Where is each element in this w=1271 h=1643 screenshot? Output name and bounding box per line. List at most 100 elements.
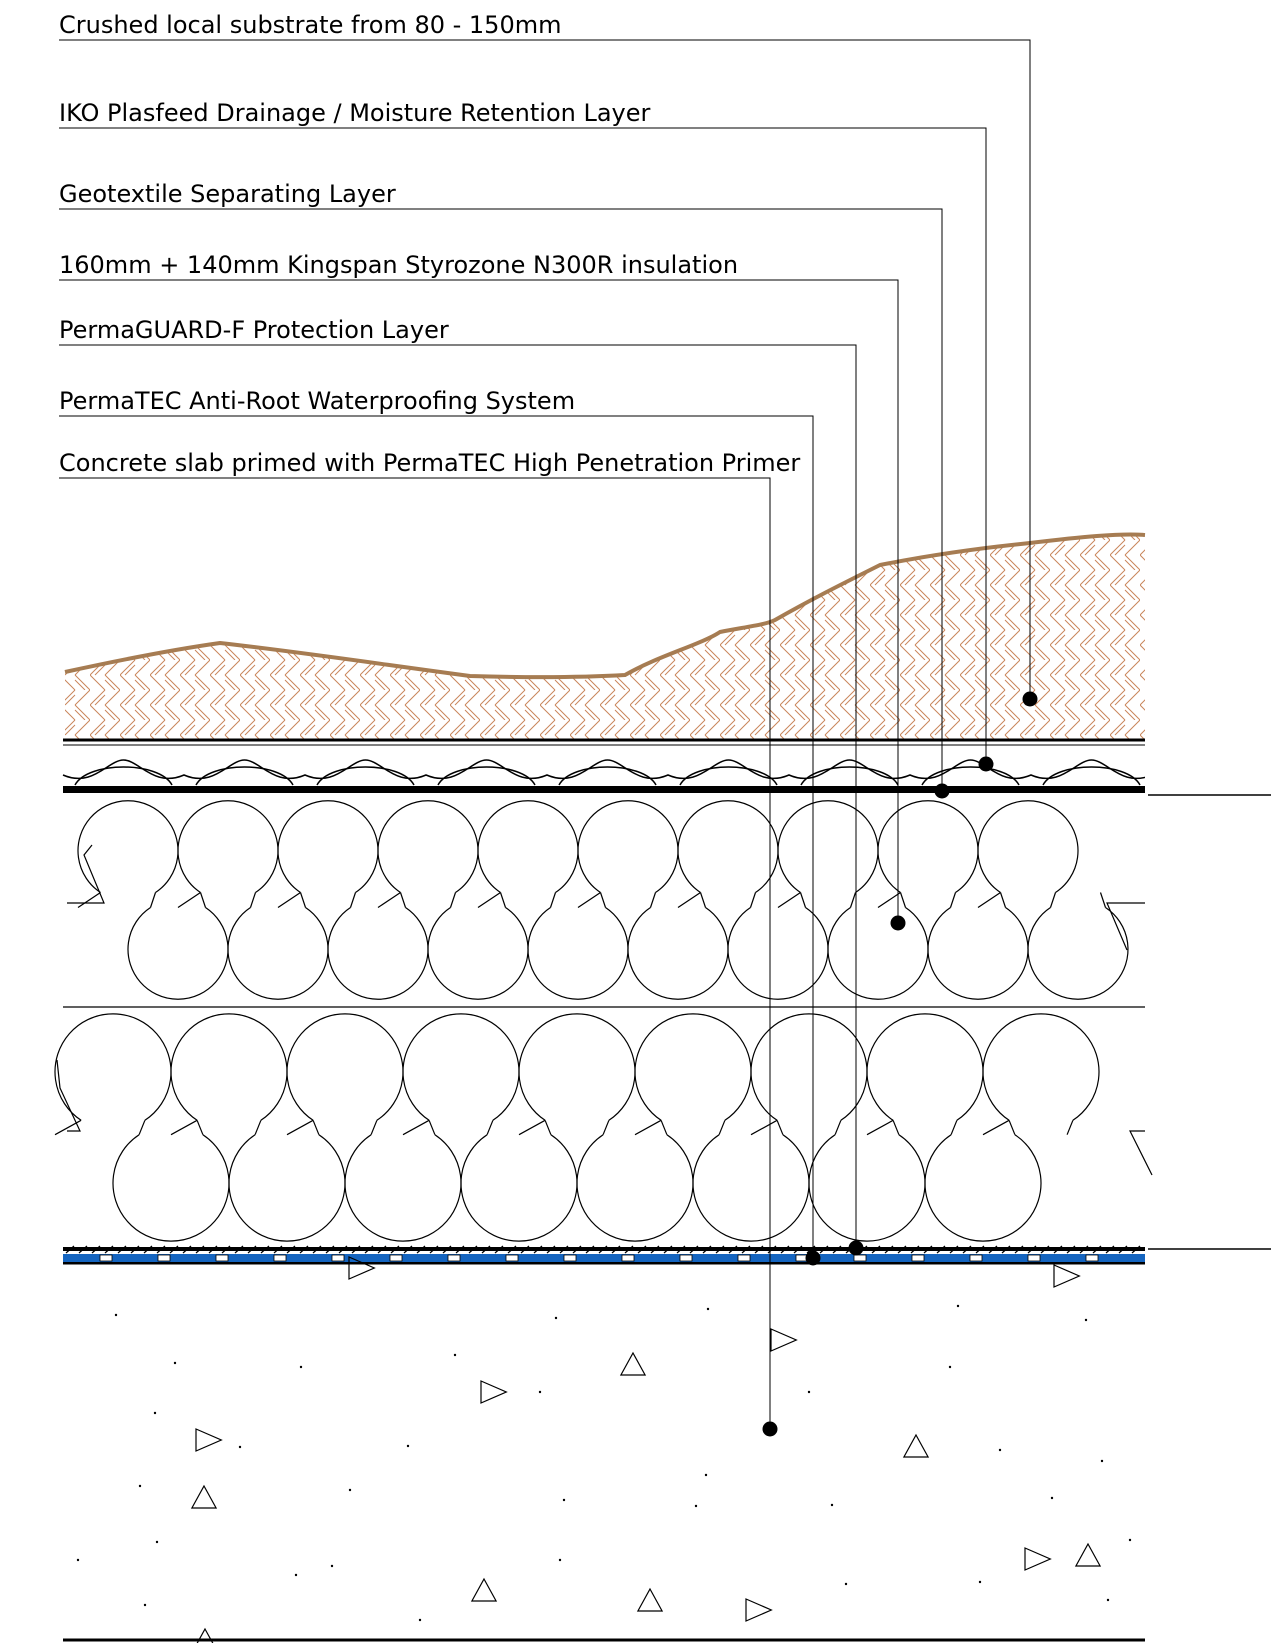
- insulation-lobe: [460, 1134, 578, 1242]
- leader-line-protection: [59, 344, 857, 1248]
- insulation-stroke: [834, 1120, 842, 1135]
- insulation-stroke: [54, 1119, 82, 1136]
- protection-hatch: [624, 1245, 634, 1254]
- protection-hatch: [936, 1245, 946, 1254]
- insulation-stroke: [249, 892, 257, 908]
- protection-hatch: [637, 1245, 647, 1254]
- concrete-speck: [299, 1365, 303, 1369]
- leader-dot-insulation: [890, 915, 906, 931]
- protection-hatch: [949, 1245, 959, 1254]
- protection-hatch: [832, 1245, 842, 1254]
- insulation-layer-bottom: [54, 1013, 1153, 1242]
- protection-hatch: [1027, 1245, 1037, 1254]
- insulation-stroke: [149, 892, 157, 908]
- insulation-stroke: [277, 892, 301, 908]
- leader-dot-waterproofing: [805, 1250, 821, 1266]
- insulation-stroke: [170, 1119, 198, 1136]
- concrete-speck: [143, 1603, 147, 1607]
- leader-dot-drainage: [978, 756, 994, 772]
- membrane-joint: [1085, 1254, 1099, 1262]
- insulation-stroke: [486, 1120, 494, 1135]
- callout-label-slab: Concrete slab primed with PermaTEC High …: [59, 449, 800, 477]
- insulation-stroke: [518, 1119, 546, 1136]
- protection-hatch: [351, 1245, 361, 1254]
- insulation-lobe: [634, 1013, 752, 1121]
- insulation-stroke: [138, 1120, 146, 1135]
- protection-hatch: [611, 1245, 621, 1254]
- protection-hatch: [715, 1245, 725, 1254]
- concrete-speck: [155, 1540, 159, 1544]
- insulation-lobe: [377, 800, 479, 894]
- insulation-lobe: [727, 906, 829, 1000]
- concrete-speck: [418, 1618, 422, 1622]
- protection-hatch: [884, 1245, 894, 1254]
- concrete-speck: [538, 1390, 542, 1394]
- protection-hatch: [962, 1245, 972, 1254]
- protection-hatch: [403, 1245, 413, 1254]
- drainage-base-line: [63, 786, 1145, 793]
- insulation-lobe: [977, 800, 1079, 894]
- insulation-stroke: [1049, 892, 1057, 908]
- aggregate-stone: [348, 1256, 376, 1280]
- insulation-lobe: [127, 906, 229, 1000]
- leader-line-insulation: [59, 279, 899, 923]
- insulation-lobe: [982, 1013, 1100, 1121]
- insulation-stroke: [660, 1120, 668, 1135]
- callout-label-drainage: IKO Plasfeed Drainage / Moisture Retenti…: [59, 99, 651, 127]
- callout-label-waterproofing: PermaTEC Anti-Root Waterproofing System: [59, 387, 575, 415]
- aggregate-stone: [636, 1587, 664, 1612]
- protection-hatch: [676, 1245, 686, 1254]
- substrate-surface-line: [64, 532, 1146, 680]
- insulation-stroke: [399, 892, 407, 908]
- aggregate-stone: [1074, 1542, 1102, 1567]
- protection-hatch: [923, 1245, 933, 1254]
- insulation-stroke: [196, 1120, 204, 1135]
- insulation-edge: [67, 844, 105, 904]
- concrete-speck: [1128, 1538, 1132, 1542]
- concrete-speck: [76, 1558, 80, 1562]
- insulation-lobe: [808, 1134, 926, 1242]
- concrete-speck: [844, 1582, 848, 1586]
- concrete-speck: [830, 1503, 834, 1507]
- callouts: Crushed local substrate from 80 - 150mm …: [59, 11, 1038, 1437]
- aggregate-stone: [770, 1328, 798, 1352]
- leader-dot-geotextile: [934, 783, 950, 799]
- concrete-speck: [1100, 1459, 1104, 1463]
- protection-hatch: [598, 1245, 608, 1254]
- callout-label-geotextile: Geotextile Separating Layer: [59, 180, 396, 208]
- leader-line-geotextile: [59, 208, 943, 790]
- protection-hatch: [234, 1245, 244, 1254]
- membrane-joint: [99, 1254, 113, 1262]
- concrete-speck: [978, 1580, 982, 1584]
- protection-hatch: [975, 1245, 985, 1254]
- geotextile-layer: [63, 738, 1145, 746]
- protection-hatch: [728, 1245, 738, 1254]
- insulation-stroke: [776, 1120, 784, 1135]
- insulation-stroke: [549, 892, 557, 908]
- callout-label-substrate: Crushed local substrate from 80 - 150mm: [59, 11, 561, 39]
- protection-hatch: [1014, 1245, 1024, 1254]
- protection-hatch: [585, 1245, 595, 1254]
- protection-hatch: [533, 1245, 543, 1254]
- drainage-layer: [62, 759, 1145, 793]
- aggregate-stone: [1024, 1547, 1052, 1571]
- insulation-stroke: [177, 892, 201, 908]
- protection-hatch: [143, 1245, 153, 1254]
- protection-hatch: [325, 1245, 335, 1254]
- insulation-stroke: [599, 892, 607, 908]
- insulation-stroke: [312, 1120, 320, 1135]
- insulation-lobe: [777, 800, 879, 894]
- insulation-lobe: [327, 906, 429, 1000]
- concrete-speck: [114, 1313, 118, 1317]
- insulation-stroke: [950, 1120, 958, 1135]
- insulation-lobe: [577, 800, 679, 894]
- concrete-speck: [706, 1307, 710, 1311]
- protection-hatch: [338, 1245, 348, 1254]
- insulation-lobe: [627, 906, 729, 1000]
- concrete-speck: [998, 1448, 1002, 1452]
- protection-hatch: [988, 1245, 998, 1254]
- protection-hatch: [702, 1245, 712, 1254]
- insulation-stroke: [866, 1119, 894, 1136]
- insulation-lobe: [228, 1134, 346, 1242]
- insulation-lobe: [227, 906, 329, 1000]
